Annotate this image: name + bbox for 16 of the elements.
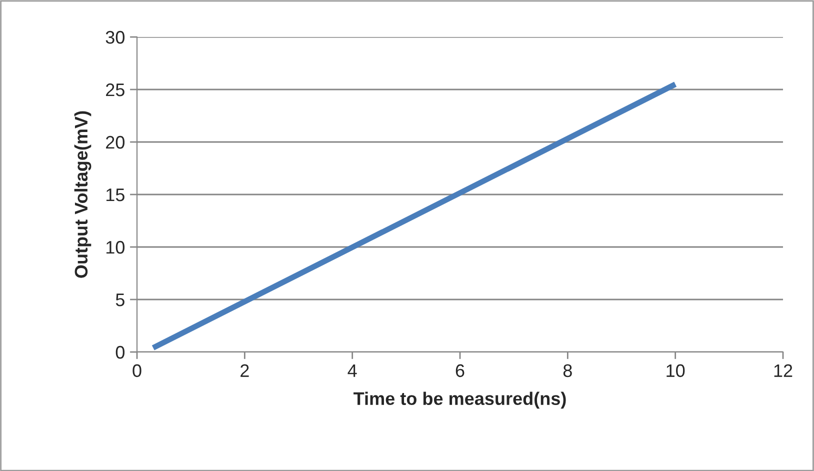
x-tick-label: 2 <box>240 364 249 377</box>
y-tick-label: 0 <box>116 346 124 359</box>
x-tick-label: 12 <box>774 364 792 377</box>
x-tick-label: 8 <box>563 364 572 378</box>
x-axis-title: Time to be measured(ns) <box>354 392 566 409</box>
y-tick-label: 20 <box>106 136 124 149</box>
x-tick-label: 4 <box>348 364 357 377</box>
y-tick-label: 30 <box>106 30 124 44</box>
y-tick-label: 10 <box>106 240 124 254</box>
x-tick-label: 6 <box>456 364 464 378</box>
y-axis-title: Output Voltage(mV) <box>74 111 92 278</box>
y-tick-label: 15 <box>106 188 124 202</box>
x-tick-label: 10 <box>666 364 685 378</box>
y-tick-label: 5 <box>116 294 124 306</box>
y-tick-label: 25 <box>106 83 124 96</box>
x-tick-label: 0 <box>132 364 142 378</box>
